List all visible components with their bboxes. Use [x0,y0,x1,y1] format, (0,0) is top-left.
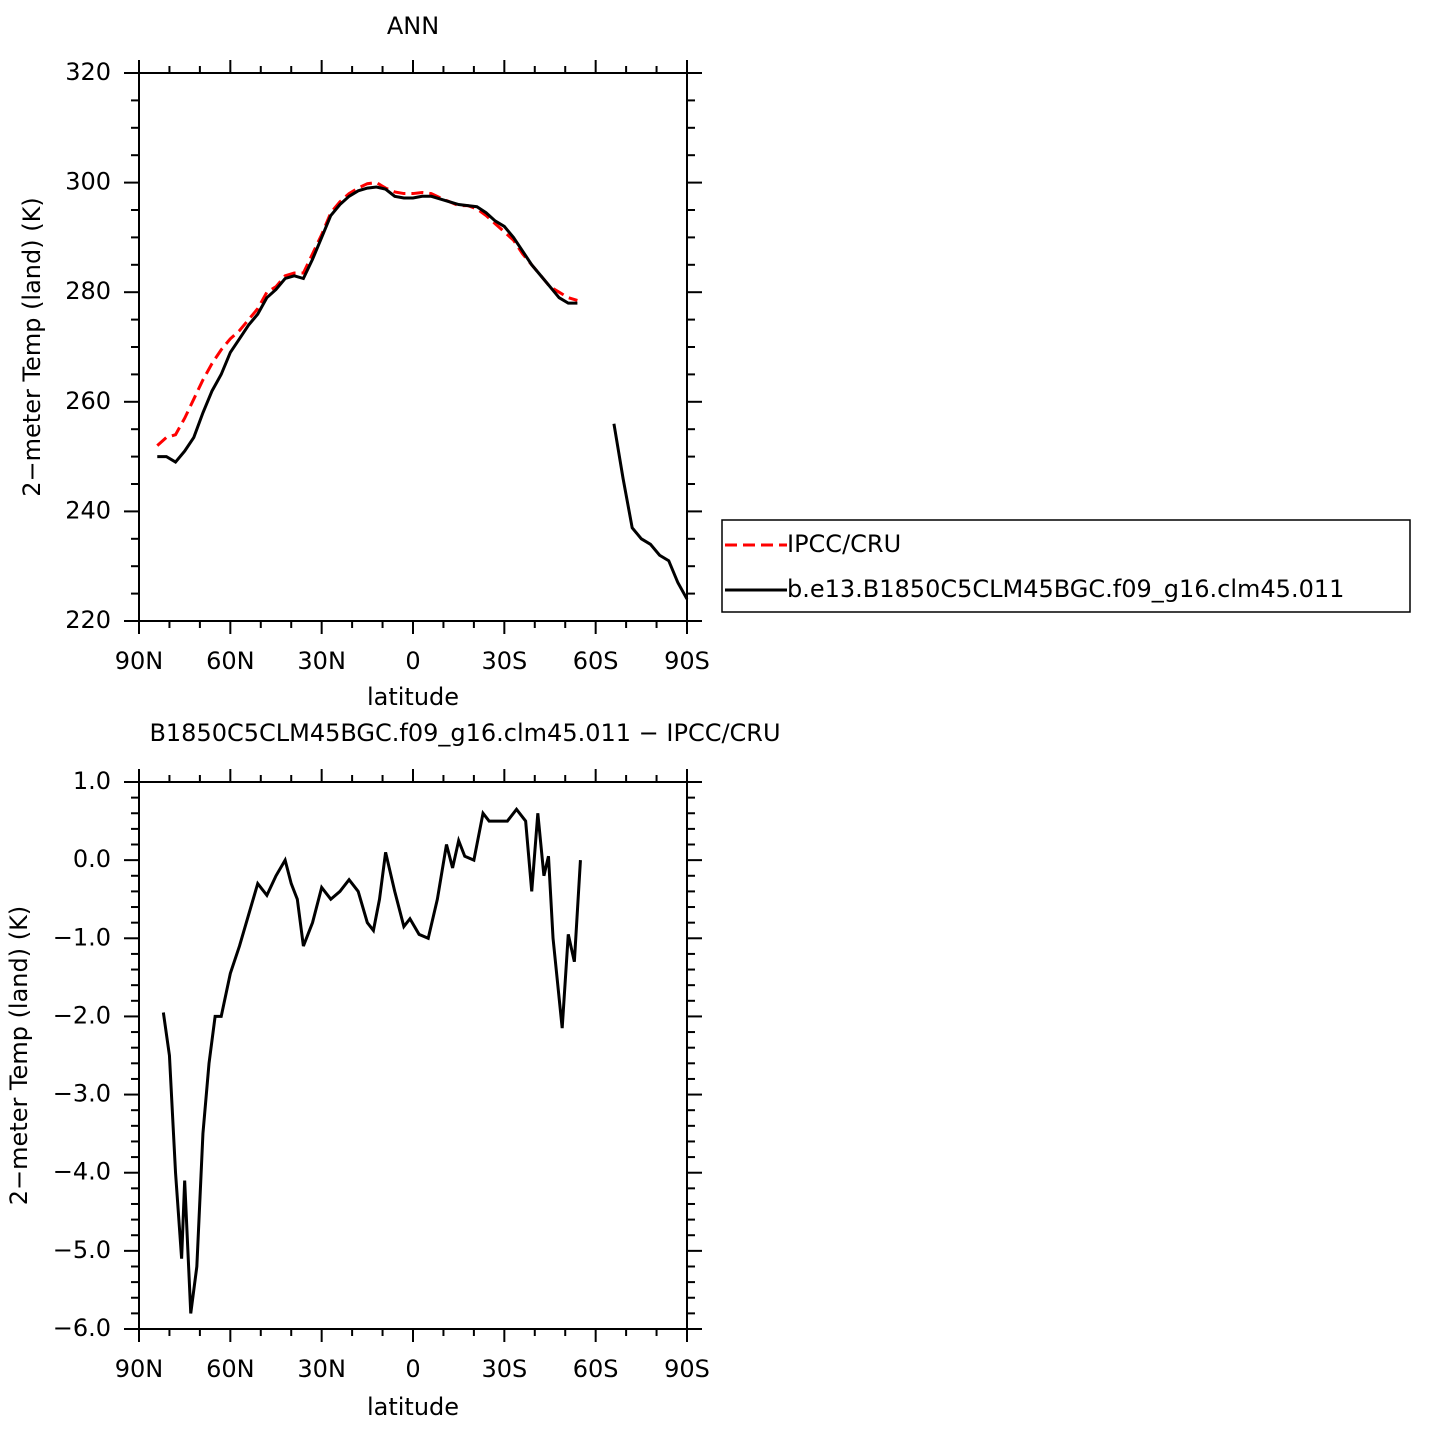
x-tick-label: 30S [481,1355,527,1383]
x-tick-label: 0 [405,1355,420,1383]
x-axis-label: latitude [367,1393,459,1421]
y-tick-label: 320 [65,58,111,86]
x-tick-label: 60N [206,1355,255,1383]
x-tick-label: 90S [664,647,710,675]
data-line [157,185,689,600]
legend-label: b.e13.B1850C5CLM45BGC.f09_g16.clm45.011 [787,575,1344,603]
x-tick-label: 60N [206,647,255,675]
chart-title: ANN [387,12,439,40]
x-tick-label: 60S [573,1355,619,1383]
x-tick-label: 60S [573,647,619,675]
y-tick-label: 260 [65,387,111,415]
data-line [161,806,582,1314]
y-tick-label: −1.0 [53,923,111,951]
y-tick-label: 240 [65,496,111,524]
x-tick-label: 90N [115,1355,164,1383]
y-tick-label: 280 [65,277,111,305]
y-tick-label: 220 [65,606,111,634]
data-line [156,181,578,447]
plot-frame [138,72,688,622]
y-tick-label: 1.0 [73,767,111,795]
y-tick-label: −5.0 [53,1236,111,1264]
x-axis-label: latitude [367,683,459,711]
plot-frame [138,781,688,1330]
y-axis-label: 2−meter Temp (land) (K) [18,197,46,496]
legend-box [721,519,1411,613]
y-axis-label: 2−meter Temp (land) (K) [5,906,33,1205]
x-tick-label: 0 [405,647,420,675]
x-tick-label: 30N [297,647,346,675]
y-tick-label: −4.0 [53,1158,111,1186]
chart-title: B1850C5CLM45BGC.f09_g16.clm45.011 − IPCC… [149,719,780,747]
x-tick-label: 30S [481,647,527,675]
y-tick-label: 0.0 [73,845,111,873]
y-tick-label: −6.0 [53,1314,111,1342]
y-tick-label: 300 [65,168,111,196]
x-tick-label: 30N [297,1355,346,1383]
y-tick-label: −3.0 [53,1080,111,1108]
x-tick-label: 90N [115,647,164,675]
legend-label: IPCC/CRU [787,530,901,558]
x-tick-label: 90S [664,1355,710,1383]
y-tick-label: −2.0 [53,1001,111,1029]
